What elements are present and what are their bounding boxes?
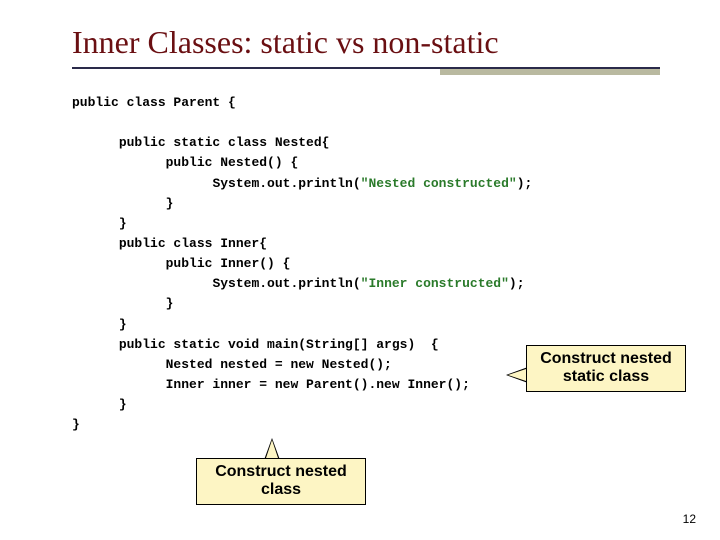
callout-nested-class: Construct nested class bbox=[196, 458, 366, 505]
callout-text: Construct nested bbox=[215, 463, 347, 480]
callout-pointer-1 bbox=[506, 367, 528, 383]
callout-text: class bbox=[261, 481, 301, 498]
callout-pointer-2 bbox=[264, 438, 280, 460]
slide: Inner Classes: static vs non-static publ… bbox=[0, 0, 720, 540]
slide-title: Inner Classes: static vs non-static bbox=[72, 24, 660, 61]
callout-text: static class bbox=[563, 368, 649, 385]
callout-text: Construct nested bbox=[540, 350, 672, 367]
callout-nested-static: Construct nested static class bbox=[526, 345, 686, 392]
page-number: 12 bbox=[683, 512, 696, 526]
title-underline bbox=[72, 67, 660, 75]
